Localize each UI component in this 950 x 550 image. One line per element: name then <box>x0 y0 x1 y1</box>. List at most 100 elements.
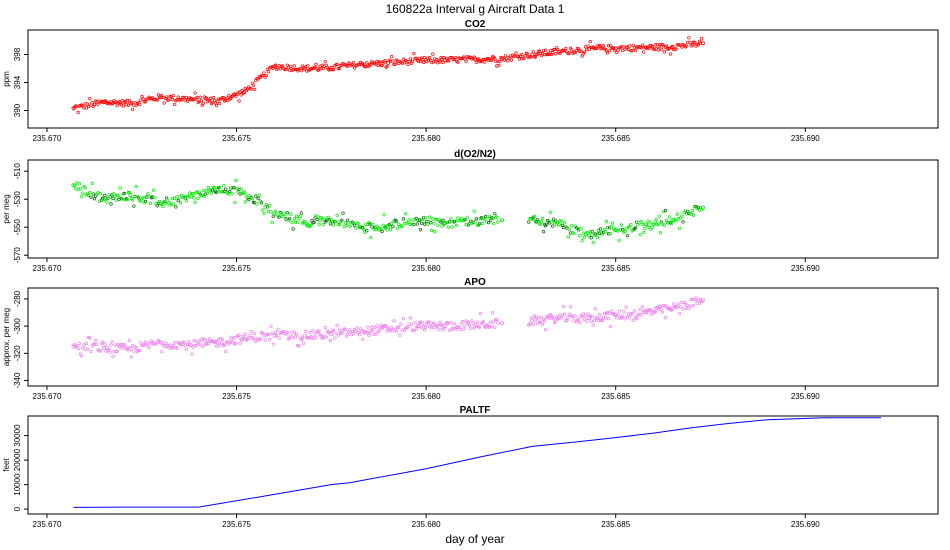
data-point <box>234 178 238 182</box>
data-point <box>406 325 410 329</box>
y-axis-label: per meg <box>2 194 11 223</box>
data-point <box>632 309 637 313</box>
data-point <box>654 217 658 222</box>
data-point <box>92 103 97 107</box>
data-point <box>210 188 215 192</box>
data-point <box>617 238 621 242</box>
data-point <box>258 337 263 341</box>
data-point <box>268 204 272 208</box>
data-point <box>600 318 605 323</box>
y-tick-label: -340 <box>13 372 22 389</box>
data-point <box>623 230 627 234</box>
data-point <box>549 210 553 214</box>
data-point <box>328 222 332 226</box>
data-point <box>394 219 399 223</box>
data-point <box>585 47 589 52</box>
data-point <box>170 98 175 102</box>
data-point <box>289 212 293 216</box>
data-point <box>136 196 141 200</box>
data-point <box>370 325 374 329</box>
data-point <box>416 218 421 223</box>
data-point <box>662 223 667 227</box>
data-point <box>356 62 360 66</box>
data-point <box>492 320 496 324</box>
data-point <box>472 209 476 213</box>
data-point <box>595 236 599 240</box>
data-point <box>294 332 299 337</box>
data-point <box>645 223 649 228</box>
data-point <box>428 215 432 219</box>
data-point <box>336 333 340 337</box>
data-point <box>255 202 259 206</box>
data-point <box>581 312 585 316</box>
data-point <box>700 299 704 303</box>
data-point <box>120 346 124 350</box>
data-point <box>346 64 350 68</box>
data-point <box>633 48 638 53</box>
data-point <box>152 188 156 192</box>
data-point <box>335 62 339 67</box>
data-point <box>143 199 148 204</box>
data-point <box>406 62 410 67</box>
data-point <box>625 234 630 238</box>
data-point <box>365 330 369 334</box>
data-point <box>254 194 258 198</box>
data-point <box>424 215 428 220</box>
data-point <box>446 59 451 63</box>
data-point <box>296 344 300 348</box>
data-point <box>412 222 416 226</box>
data-point <box>337 328 342 332</box>
y-tick-label: 0 <box>13 506 22 511</box>
data-point <box>598 227 603 231</box>
data-point <box>162 101 166 105</box>
data-point <box>300 336 305 341</box>
data-point <box>176 95 180 99</box>
data-point <box>354 329 358 333</box>
data-point <box>559 219 563 223</box>
data-point <box>134 346 138 350</box>
data-point <box>240 88 244 93</box>
data-point <box>324 335 328 339</box>
data-point <box>243 332 247 336</box>
data-point <box>139 341 143 345</box>
data-point <box>691 213 696 217</box>
data-point <box>199 98 203 103</box>
data-point <box>335 213 339 217</box>
data-point <box>238 90 242 94</box>
data-point <box>477 222 482 226</box>
data-point <box>691 303 696 308</box>
data-point <box>653 309 657 314</box>
data-point <box>553 48 557 52</box>
data-point <box>615 50 619 55</box>
data-point <box>629 222 633 227</box>
data-point <box>114 198 118 202</box>
data-point <box>212 185 217 190</box>
data-point <box>496 59 500 63</box>
data-point <box>538 320 543 324</box>
data-point <box>509 58 513 62</box>
data-point <box>391 59 395 63</box>
data-point <box>354 64 358 68</box>
data-point <box>438 60 442 64</box>
data-point <box>138 102 142 107</box>
data-point <box>582 235 587 240</box>
data-point <box>432 60 436 64</box>
data-point <box>264 73 268 78</box>
data-point <box>157 339 162 344</box>
data-point <box>640 222 645 227</box>
data-point <box>92 197 97 201</box>
data-point <box>296 220 300 224</box>
data-point <box>673 47 677 51</box>
data-point <box>196 196 200 200</box>
data-point <box>577 317 581 321</box>
data-point <box>313 65 317 69</box>
data-point <box>492 222 496 226</box>
data-point <box>582 317 587 322</box>
data-point <box>285 330 289 335</box>
y-tick-label: 30000 <box>13 424 22 447</box>
data-point <box>631 43 635 48</box>
data-point <box>589 236 593 240</box>
data-point <box>356 222 360 226</box>
data-point <box>214 344 219 348</box>
data-point <box>565 226 569 230</box>
